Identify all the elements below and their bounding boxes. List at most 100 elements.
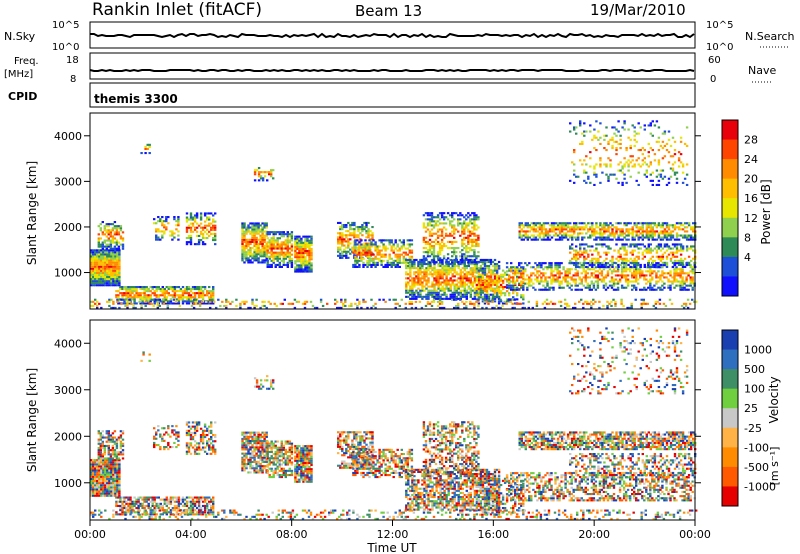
- echo-cell: [197, 241, 201, 244]
- echo-cell: [265, 222, 268, 225]
- echo-cell: [573, 173, 576, 176]
- echo-cell: [457, 297, 460, 300]
- echo-cell: [272, 259, 275, 262]
- echo-cell: [110, 276, 113, 279]
- echo-cell: [449, 297, 452, 300]
- echo-cell: [540, 226, 544, 229]
- echo-cell: [278, 245, 281, 248]
- echo-cell: [479, 277, 483, 280]
- echo-cell: [673, 238, 677, 241]
- echo-cell: [653, 238, 657, 241]
- nsky-label: N.Sky: [4, 30, 36, 43]
- echo-cell: [459, 212, 462, 215]
- echo-cell: [485, 297, 489, 300]
- echo-cell: [679, 249, 683, 252]
- echo-cell: [467, 230, 470, 233]
- echo-cell: [411, 260, 414, 263]
- echo-cell: [475, 291, 479, 294]
- nave-tick-bottom: 0: [710, 74, 716, 85]
- echo-cell: [115, 231, 119, 234]
- echo-cell: [257, 232, 260, 235]
- echo-cell: [599, 157, 602, 160]
- echo-cell: [475, 214, 478, 217]
- echo-cell: [554, 268, 557, 271]
- echo-cell: [467, 281, 470, 284]
- echo-cell: [439, 289, 442, 292]
- echo-cell: [404, 251, 407, 254]
- echo-cell: [241, 245, 244, 248]
- echo-cell: [573, 263, 576, 266]
- echo-cell: [201, 241, 205, 244]
- echo-cell: [485, 283, 489, 286]
- echo-cell: [615, 134, 618, 137]
- echo-cell: [169, 288, 173, 291]
- echo-cell: [471, 240, 474, 243]
- echo-cell: [471, 226, 474, 229]
- echo-cell: [430, 253, 434, 256]
- echo-cell: [422, 261, 426, 264]
- echo-cell: [255, 238, 258, 241]
- echo-cell: [677, 263, 681, 266]
- echo-cell: [300, 258, 303, 261]
- echo-cell: [185, 226, 189, 229]
- echo-cell: [518, 269, 521, 272]
- echo-cell: [685, 183, 689, 186]
- echo-cell: [337, 221, 340, 224]
- echo-cell: [361, 244, 364, 247]
- echo-cell: [193, 228, 197, 231]
- echo-cell: [165, 296, 168, 299]
- echo-cell: [173, 236, 176, 239]
- echo-cell: [661, 288, 664, 291]
- echo-cell: [441, 275, 444, 278]
- echo-cell: [376, 247, 379, 250]
- echo-cell: [247, 230, 250, 233]
- echo-cell: [467, 258, 470, 261]
- echo-cell: [347, 242, 350, 245]
- echo-cell: [514, 266, 517, 269]
- echo-cell: [384, 247, 387, 250]
- echo-cell: [534, 222, 538, 225]
- echo-cell: [477, 236, 480, 239]
- echo-cell: [104, 276, 107, 279]
- echo-cell: [398, 255, 401, 258]
- echo-cell: [461, 261, 464, 264]
- echo-cell: [126, 298, 129, 301]
- echo-cell: [112, 306, 115, 309]
- echo-cell: [370, 243, 373, 246]
- echo-cell: [685, 163, 689, 166]
- echo-cell: [586, 282, 589, 285]
- echo-cell: [594, 274, 598, 277]
- echo-cell: [410, 243, 414, 246]
- echo-cell: [187, 286, 191, 289]
- echo-cell: [577, 265, 580, 268]
- echo-cell: [435, 271, 438, 274]
- echo-cell: [272, 237, 275, 240]
- echo-cell: [483, 258, 487, 261]
- echo-cell: [585, 251, 588, 254]
- echo-cell: [143, 286, 146, 289]
- echo-cell: [463, 287, 466, 290]
- echo-cell: [661, 157, 665, 160]
- echo-cell: [514, 273, 517, 276]
- echo-cell: [626, 278, 630, 281]
- echo-cell: [536, 264, 539, 267]
- echo-cell: [378, 249, 381, 252]
- echo-cell: [455, 271, 458, 274]
- echo-cell: [643, 276, 646, 279]
- echo-cell: [591, 263, 594, 266]
- echo-cell: [566, 280, 569, 283]
- echo-cell: [471, 255, 474, 258]
- echo-cell: [266, 237, 269, 240]
- echo-cell: [463, 238, 466, 241]
- echo-cell: [118, 255, 121, 258]
- echo-cell: [681, 263, 685, 266]
- echo-cell: [691, 282, 694, 285]
- echo-cell: [214, 234, 217, 237]
- echo-cell: [641, 232, 644, 235]
- echo-cell: [477, 242, 480, 245]
- echo-cell: [461, 289, 464, 292]
- echo-cell: [398, 259, 401, 262]
- echo-cell: [485, 286, 489, 289]
- echo-cell: [473, 212, 476, 215]
- echo-cell: [675, 255, 679, 258]
